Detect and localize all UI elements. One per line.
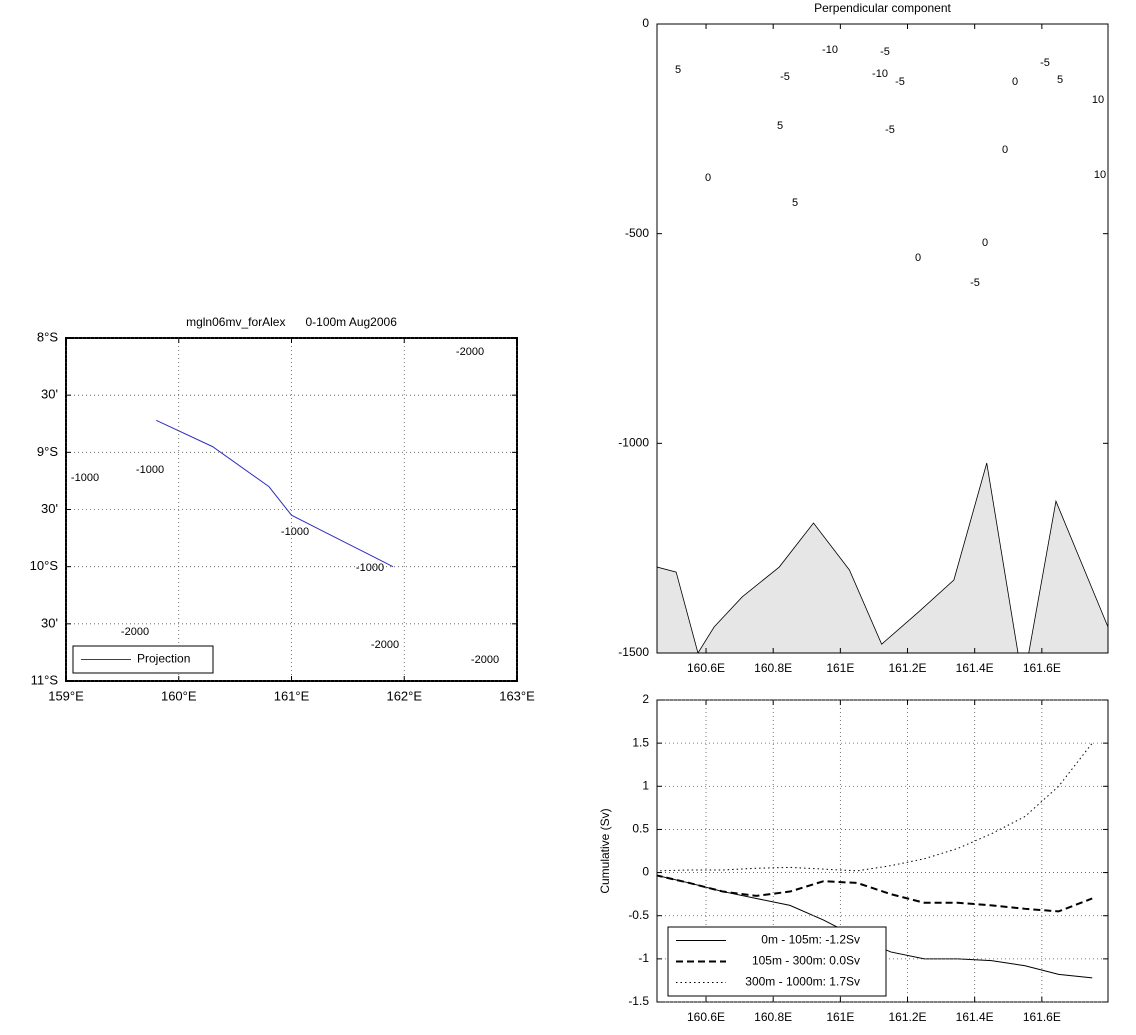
contour-label: 0 bbox=[982, 237, 988, 249]
plot-area bbox=[66, 338, 517, 681]
contour-label: 5 bbox=[675, 64, 681, 76]
contour-label: 5 bbox=[1057, 74, 1063, 86]
x-tick-label: 160°E bbox=[161, 688, 197, 703]
y-tick-label: 30' bbox=[41, 387, 58, 402]
x-tick-label: 161E bbox=[826, 1010, 854, 1024]
contour-label: 10 bbox=[1092, 94, 1104, 106]
axes-frame bbox=[656, 699, 1109, 1003]
y-tick-label: -1 bbox=[638, 951, 649, 965]
y-tick-label: -1.5 bbox=[628, 994, 649, 1008]
contour-label: -5 bbox=[885, 124, 895, 136]
y-tick-label: 10°S bbox=[30, 558, 59, 573]
contour-label: -2000 bbox=[121, 626, 149, 638]
x-tick-label: 159°E bbox=[48, 688, 84, 703]
x-tick-label: 161E bbox=[826, 661, 854, 675]
x-tick-label: 163°E bbox=[499, 688, 535, 703]
y-tick-label: 0 bbox=[642, 865, 649, 879]
y-tick-label: 0 bbox=[642, 16, 649, 30]
x-tick-label: 160.6E bbox=[687, 661, 725, 675]
y-tick-label: -1500 bbox=[618, 645, 649, 659]
legend-label: 300m - 1000m: 1.7Sv bbox=[745, 975, 860, 989]
y-tick-label: -500 bbox=[625, 226, 649, 240]
x-tick-label: 161.4E bbox=[956, 1010, 994, 1024]
y-tick-label: 2 bbox=[642, 692, 649, 706]
series-line bbox=[155, 419, 394, 568]
y-axis-label: Cumulative (Sv) bbox=[598, 808, 612, 893]
contour-label: 0 bbox=[1002, 144, 1008, 156]
x-tick-label: 161.6E bbox=[1023, 661, 1061, 675]
contour-label: 0 bbox=[915, 252, 921, 264]
x-tick-label: 161°E bbox=[274, 688, 310, 703]
chart-title: Perpendicular component bbox=[814, 1, 951, 15]
y-tick-label: 8°S bbox=[37, 329, 58, 344]
axes-frame bbox=[656, 23, 1109, 654]
contour-label: -10 bbox=[872, 68, 888, 80]
bathymetry-area bbox=[657, 462, 1108, 653]
contour-label: -1000 bbox=[281, 526, 309, 538]
contour-label: -2000 bbox=[471, 654, 499, 666]
y-tick-label: 11°S bbox=[31, 672, 59, 687]
legend-label: Projection bbox=[137, 652, 190, 666]
x-tick-label: 162°E bbox=[386, 688, 422, 703]
contour-label: -5 bbox=[780, 71, 790, 83]
legend-label: 105m - 300m: 0.0Sv bbox=[752, 954, 860, 968]
chart-line: 160.6E 160.8E 161E 161.2E 161.4E 161.6E -1.5 -1… bbox=[598, 692, 1109, 1024]
y-tick-label: -1000 bbox=[618, 436, 649, 450]
y-tick-label: 30' bbox=[41, 501, 58, 516]
y-tick-label: 0.5 bbox=[632, 822, 649, 836]
chart-title: mgln06mv_forAlex 0-100m Aug2006 bbox=[186, 315, 397, 329]
y-tick-label: 1 bbox=[642, 778, 649, 792]
x-tick-label: 160.6E bbox=[687, 1010, 725, 1024]
y-tick-label: -0.5 bbox=[628, 908, 649, 922]
contour-label: 10 bbox=[1094, 169, 1106, 181]
x-tick-label: 161.4E bbox=[956, 661, 994, 675]
x-tick-label: 160.8E bbox=[754, 1010, 792, 1024]
contour-label: -1000 bbox=[356, 562, 384, 574]
contour-label: -1000 bbox=[71, 472, 99, 484]
series-line bbox=[657, 742, 1093, 872]
contour-label: -1000 bbox=[136, 464, 164, 476]
contour-label: -2000 bbox=[371, 639, 399, 651]
y-tick-label: 1.5 bbox=[632, 735, 649, 749]
plot-area bbox=[657, 24, 1108, 653]
contour-label: 5 bbox=[792, 197, 798, 209]
contour-label: -2000 bbox=[456, 346, 484, 358]
contour-label: 0 bbox=[705, 172, 711, 184]
contour-label: -5 bbox=[895, 76, 905, 88]
contour-label: -10 bbox=[822, 44, 838, 56]
legend-label: 0m - 105m: -1.2Sv bbox=[761, 933, 860, 947]
series-line bbox=[657, 874, 1093, 913]
contour-label: -5 bbox=[1040, 57, 1050, 69]
x-tick-label: 161.2E bbox=[888, 1010, 926, 1024]
contour-label: 0 bbox=[1012, 76, 1018, 88]
contour-label: 5 bbox=[777, 120, 783, 132]
y-tick-label: 30' bbox=[41, 615, 58, 630]
x-tick-label: 161.2E bbox=[888, 661, 926, 675]
chart-map: -2000 -1000 -1000 -1000 -1000 -2000 -2000 -2000… bbox=[30, 315, 535, 703]
x-tick-label: 160.8E bbox=[754, 661, 792, 675]
contour-label: -5 bbox=[970, 277, 980, 289]
chart-contour: -10 -5 -5 -10 -5 5 0 -5 5 10 -5 0 5 10 0 5 0 0 -5 160.6E 160… bbox=[618, 1, 1109, 675]
y-tick-label: 9°S bbox=[37, 444, 58, 459]
x-tick-label: 161.6E bbox=[1023, 1010, 1061, 1024]
contour-label: -5 bbox=[880, 46, 890, 58]
